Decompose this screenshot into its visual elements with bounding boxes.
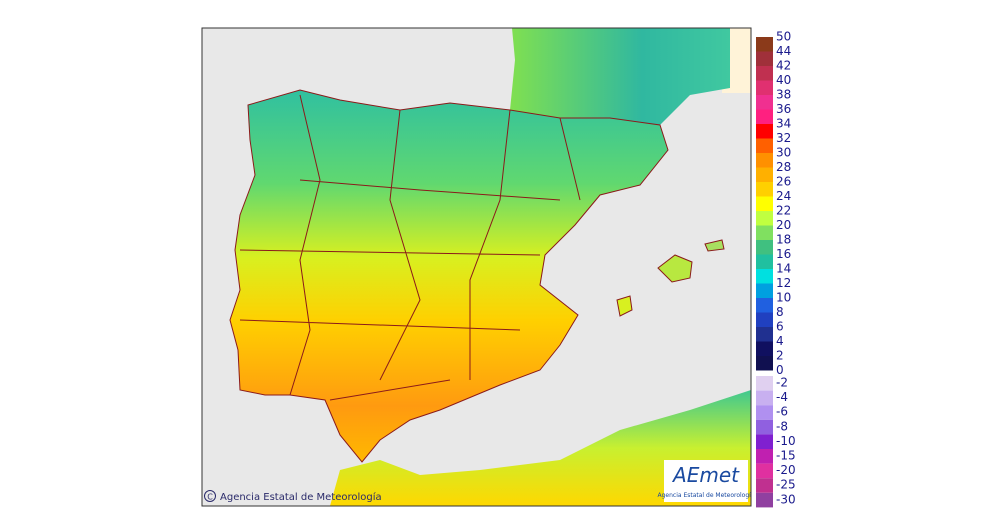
legend-swatch	[756, 376, 773, 391]
copyright: Agencia Estatal de Meteorología	[220, 491, 382, 503]
legend-label: 4	[776, 334, 784, 348]
logo-subtitle: Agencia Estatal de Meteorología	[658, 492, 755, 499]
legend-label: 38	[776, 88, 791, 102]
legend-swatch	[756, 51, 773, 66]
legend-swatch	[756, 390, 773, 406]
menorca	[704, 239, 725, 252]
legend-swatch	[756, 356, 773, 371]
legend-label: 50	[776, 30, 791, 44]
logo-box	[664, 460, 748, 502]
map: C Agencia Estatal de Meteorología AEmet …	[202, 28, 755, 506]
legend-label: 0	[776, 363, 784, 377]
legend-swatch	[756, 492, 773, 508]
legend-swatch	[756, 405, 773, 420]
legend-label: -10	[776, 434, 796, 448]
legend-label: 8	[776, 305, 784, 319]
logo-name: AEmet	[671, 463, 740, 487]
legend-swatch	[756, 312, 773, 327]
borders	[239, 94, 581, 401]
legend-label: 24	[776, 189, 791, 203]
legend-label: 44	[776, 44, 791, 58]
legend-swatch	[756, 240, 773, 255]
legend-swatch	[756, 153, 773, 168]
legend-label: 2	[776, 349, 784, 363]
legend-label: 10	[776, 291, 791, 305]
legend-swatch	[756, 327, 773, 342]
legend-label: 22	[776, 204, 791, 218]
legend-swatch	[756, 138, 773, 153]
legend-label: 28	[776, 160, 791, 174]
copyright-c: C	[207, 493, 213, 502]
legend-swatch	[756, 283, 773, 298]
legend-swatch	[756, 95, 773, 110]
legend-swatch	[756, 341, 773, 356]
africa	[330, 390, 751, 506]
ibiza	[616, 295, 633, 317]
legend-label: -8	[776, 419, 788, 433]
legend-label: 14	[776, 262, 791, 276]
legend-swatch	[756, 182, 773, 197]
france	[510, 28, 730, 125]
legend-swatch	[756, 463, 773, 479]
legend-swatch	[756, 449, 773, 464]
legend-label: 16	[776, 247, 791, 261]
legend-swatch	[756, 478, 773, 493]
map-frame	[201, 27, 752, 507]
legend-label: 32	[776, 131, 791, 145]
legend-label: 6	[776, 320, 784, 334]
legend-label: -25	[776, 478, 796, 492]
legend-label: 34	[776, 117, 791, 131]
legend-label: -30	[776, 492, 796, 506]
legend-label: 36	[776, 102, 791, 116]
legend-label: 18	[776, 233, 791, 247]
legend-swatch	[756, 298, 773, 313]
legend-swatch	[756, 167, 773, 182]
legend-label: -6	[776, 405, 788, 419]
legend-swatch	[756, 196, 773, 211]
legend-label: -2	[776, 376, 788, 390]
legend-swatch	[756, 66, 773, 81]
legend-swatch	[756, 211, 773, 226]
legend-swatch	[756, 269, 773, 284]
legend-swatch	[756, 124, 773, 139]
legend-label: 26	[776, 175, 791, 189]
legend-label: 40	[776, 73, 791, 87]
copyright-icon	[204, 490, 216, 502]
legend-swatch	[756, 225, 773, 240]
legend-swatch	[756, 434, 773, 449]
legend-label: 12	[776, 276, 791, 290]
mallorca	[657, 254, 693, 283]
legend-label: -20	[776, 463, 796, 477]
legend-label: -15	[776, 449, 796, 463]
legend-swatch	[756, 254, 773, 269]
legend-swatch	[756, 419, 773, 435]
legend-swatch	[756, 80, 773, 95]
legend-label: 42	[776, 59, 791, 73]
legend-label: 20	[776, 218, 791, 232]
legend-swatch	[756, 109, 773, 124]
legend-label: 30	[776, 146, 791, 160]
legend-swatch	[756, 37, 773, 52]
legend-label: -4	[776, 390, 788, 404]
legend: 5044424038363432302826242220181614121086…	[756, 30, 796, 508]
